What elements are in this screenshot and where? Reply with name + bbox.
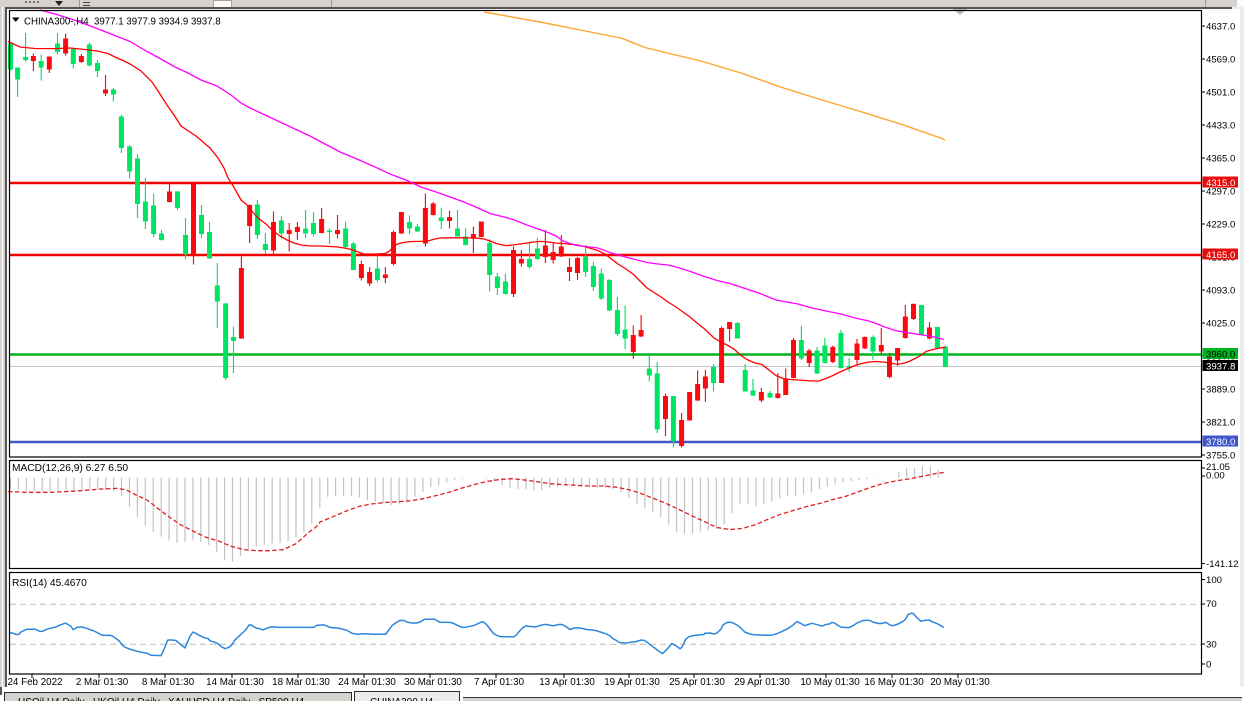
svg-text:3780.0: 3780.0 [1206, 437, 1235, 448]
svg-text:3960.0: 3960.0 [1206, 349, 1235, 360]
svg-text:4229.0: 4229.0 [1206, 220, 1235, 231]
svg-text:100: 100 [1206, 575, 1222, 586]
svg-text:14 Mar 01:30: 14 Mar 01:30 [206, 677, 264, 688]
svg-text:3755.0: 3755.0 [1206, 451, 1235, 462]
svg-text:4315.0: 4315.0 [1206, 178, 1235, 189]
svg-text:18 Mar 01:30: 18 Mar 01:30 [272, 677, 330, 688]
svg-text:29 Apr 01:30: 29 Apr 01:30 [734, 677, 790, 688]
svg-text:30: 30 [1206, 640, 1217, 651]
svg-text:4365.0: 4365.0 [1206, 154, 1235, 165]
svg-text:24 Mar 01:30: 24 Mar 01:30 [338, 677, 396, 688]
svg-text:8 Mar 01:30: 8 Mar 01:30 [142, 677, 195, 688]
svg-text:4433.0: 4433.0 [1206, 121, 1235, 132]
svg-text:0: 0 [1206, 660, 1211, 671]
svg-text:0.00: 0.00 [1206, 470, 1225, 481]
svg-text:3889.0: 3889.0 [1206, 385, 1235, 396]
svg-text:2 Mar 01:30: 2 Mar 01:30 [76, 677, 129, 688]
svg-text:24 Feb 2022: 24 Feb 2022 [7, 677, 62, 688]
svg-text:13 Apr 01:30: 13 Apr 01:30 [539, 677, 595, 688]
svg-text:3821.0: 3821.0 [1206, 418, 1235, 429]
svg-text:10 May 01:30: 10 May 01:30 [800, 677, 860, 688]
svg-text:20 May 01:30: 20 May 01:30 [930, 677, 990, 688]
svg-text:CHINA300-,H4 3977.1 3977.9 39: CHINA300-,H4 3977.1 3977.9 3934.9 3937.8 [24, 17, 221, 28]
svg-text:21.05: 21.05 [1206, 462, 1230, 473]
svg-text:4093.0: 4093.0 [1206, 286, 1235, 297]
svg-text:16 May 01:30: 16 May 01:30 [864, 677, 924, 688]
svg-text:4297.0: 4297.0 [1206, 187, 1235, 198]
svg-text:25 Apr 01:30: 25 Apr 01:30 [669, 677, 725, 688]
svg-text:70: 70 [1206, 599, 1217, 610]
svg-text:30 Mar 01:30: 30 Mar 01:30 [404, 677, 462, 688]
svg-text:4569.0: 4569.0 [1206, 55, 1235, 66]
svg-text:RSI(14) 45.4670: RSI(14) 45.4670 [12, 578, 87, 589]
svg-text:4025.0: 4025.0 [1206, 319, 1235, 330]
svg-text:19 Apr 01:30: 19 Apr 01:30 [604, 677, 660, 688]
svg-text:-141.12: -141.12 [1206, 559, 1239, 570]
svg-text:4637.0: 4637.0 [1206, 22, 1235, 33]
svg-text:7 Apr 01:30: 7 Apr 01:30 [474, 677, 525, 688]
svg-text:MACD(12,26,9) 6.27 6.50: MACD(12,26,9) 6.27 6.50 [12, 463, 128, 474]
svg-text:4501.0: 4501.0 [1206, 88, 1235, 99]
svg-text:3937.8: 3937.8 [1206, 361, 1235, 372]
svg-text:4165.0: 4165.0 [1206, 250, 1235, 261]
